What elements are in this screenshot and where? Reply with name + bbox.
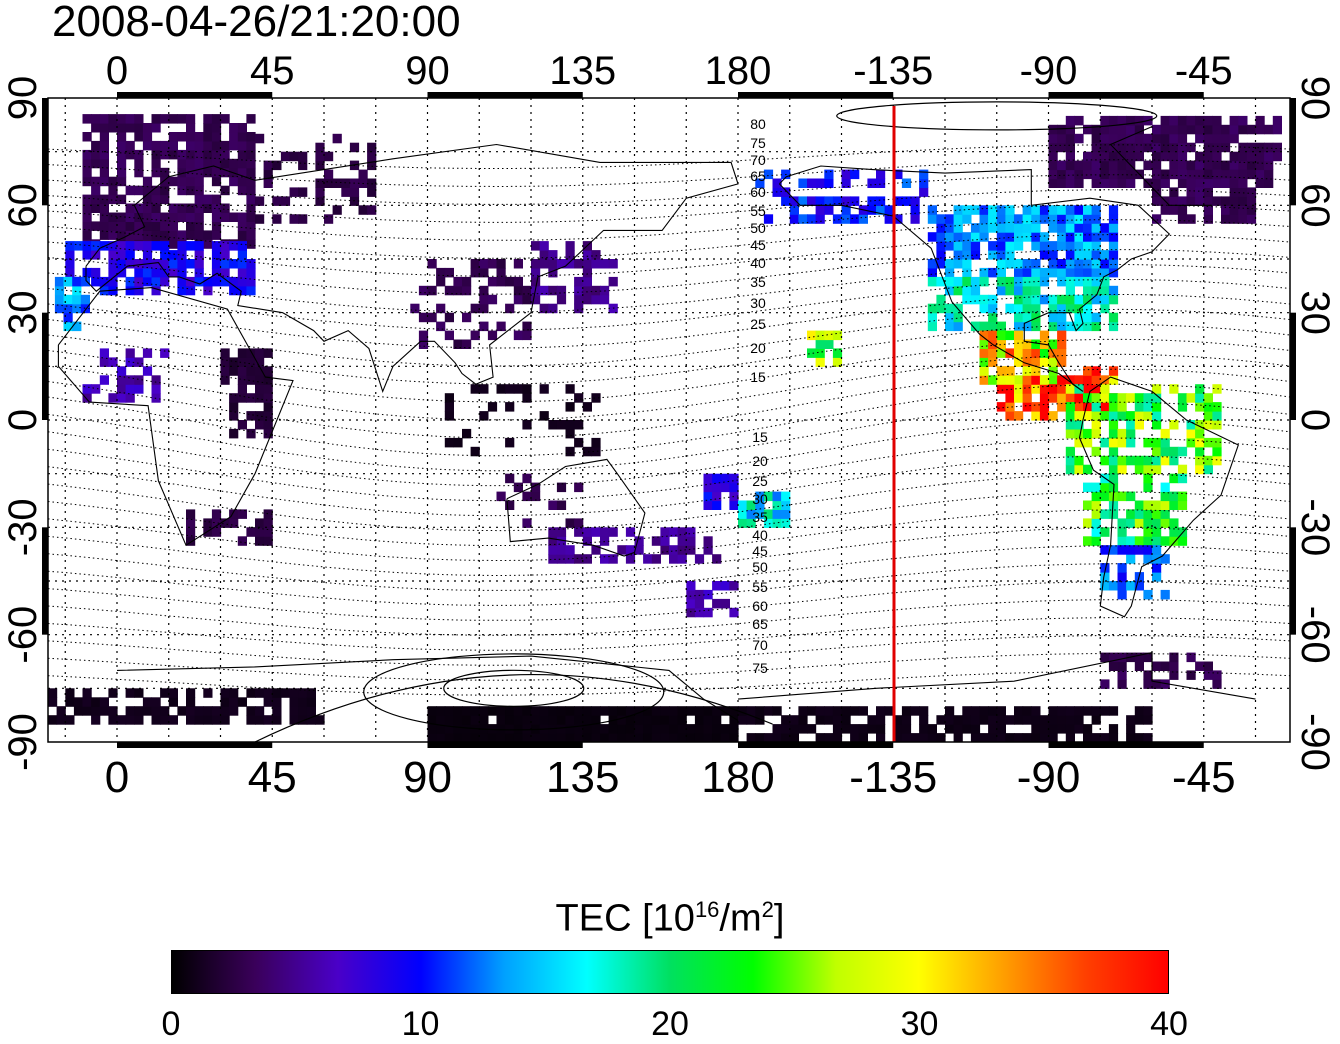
colorbar-tick-label: 40 xyxy=(1150,1005,1188,1043)
mlat-label: 50 xyxy=(750,220,766,236)
lon-tick-top: -135 xyxy=(853,49,933,93)
lon-tick-bottom: 0 xyxy=(105,753,129,802)
mlat-contour-labels: 8075706560555045403530252015152025303540… xyxy=(750,116,768,676)
lat-tick-left: 90 xyxy=(1,76,45,121)
lon-tick-bottom: -135 xyxy=(849,753,937,802)
mlat-label: 45 xyxy=(752,543,768,559)
lon-tick-top: 0 xyxy=(106,49,128,93)
lon-tick-bottom: -90 xyxy=(1017,753,1081,802)
colorbar-tick-label: 30 xyxy=(900,1005,939,1043)
mlat-label: 60 xyxy=(752,598,768,614)
lon-tick-top: 45 xyxy=(250,49,295,93)
lat-tick-right: -60 xyxy=(1293,606,1337,664)
lon-tick-bottom: 45 xyxy=(248,753,297,802)
lat-tick-right: -90 xyxy=(1293,713,1337,771)
mlat-label: 20 xyxy=(750,340,766,356)
lon-tick-bottom: 180 xyxy=(701,753,774,802)
lon-tick-bottom: 135 xyxy=(546,753,619,802)
mlat-label: 15 xyxy=(750,369,766,385)
timestamp-title: 2008-04-26/21:20:00 xyxy=(52,0,461,46)
mlat-label: 70 xyxy=(750,152,766,168)
lon-tick-bottom: -45 xyxy=(1172,753,1236,802)
mlat-label: 15 xyxy=(752,429,768,445)
mlat-label: 50 xyxy=(752,559,768,575)
lon-tick-top: -90 xyxy=(1020,49,1078,93)
mlat-label: 55 xyxy=(752,579,768,595)
mlat-label: 40 xyxy=(750,255,766,271)
lon-tick-top: 90 xyxy=(405,49,450,93)
mlat-label: 75 xyxy=(750,135,766,151)
colorbar-tick-label: 0 xyxy=(161,1005,181,1043)
axis-tick-labels: 0 45 90 135 180 -135 -90 -45 0 45 90 135 180 -135 -90 -… xyxy=(1,49,1337,802)
magnetic-latitude-contours xyxy=(48,101,1290,742)
lat-tick-left: 0 xyxy=(1,409,45,431)
lat-tick-left: 30 xyxy=(1,290,45,335)
colorbar-tick-label: 10 xyxy=(401,1005,440,1043)
mlat-label: 65 xyxy=(750,168,766,184)
mlat-label: 40 xyxy=(752,527,768,543)
mlat-label: 25 xyxy=(750,316,766,332)
mlat-label: 45 xyxy=(750,237,766,253)
lat-tick-left: -30 xyxy=(1,498,45,556)
colorbar-title: TEC [1016/m2] xyxy=(555,897,785,940)
mlat-label: 55 xyxy=(750,203,766,219)
lon-tick-top: 180 xyxy=(705,49,772,93)
mlat-label: 60 xyxy=(750,184,766,200)
tec-data-layer xyxy=(48,114,1282,742)
mlat-label: 65 xyxy=(752,616,768,632)
lat-tick-left: 60 xyxy=(1,183,45,228)
lat-tick-right: 90 xyxy=(1293,76,1337,121)
lat-tick-left: -90 xyxy=(1,713,45,771)
lat-tick-left: -60 xyxy=(1,606,45,664)
map-frame-bars xyxy=(42,92,1296,748)
mlat-label: 30 xyxy=(750,295,766,311)
lat-tick-right: 30 xyxy=(1293,290,1337,335)
lon-tick-top: -45 xyxy=(1175,49,1233,93)
mlat-label: 20 xyxy=(752,453,768,469)
mlat-label: 30 xyxy=(752,491,768,507)
mlat-label: 75 xyxy=(752,660,768,676)
mlat-label: 35 xyxy=(750,274,766,290)
lon-tick-top: 135 xyxy=(549,49,616,93)
mlat-label: 35 xyxy=(752,509,768,525)
lat-tick-right: 0 xyxy=(1293,409,1337,431)
coastlines xyxy=(48,126,1256,721)
lon-tick-bottom: 90 xyxy=(403,753,452,802)
colorbar-tick-label: 20 xyxy=(651,1005,689,1043)
tec-colorbar xyxy=(171,950,1169,994)
lat-tick-right: 60 xyxy=(1293,183,1337,228)
mlat-label: 25 xyxy=(752,473,768,489)
mlat-label: 80 xyxy=(750,116,766,132)
mlat-label: 70 xyxy=(752,637,768,653)
lat-tick-right: -30 xyxy=(1293,498,1337,556)
